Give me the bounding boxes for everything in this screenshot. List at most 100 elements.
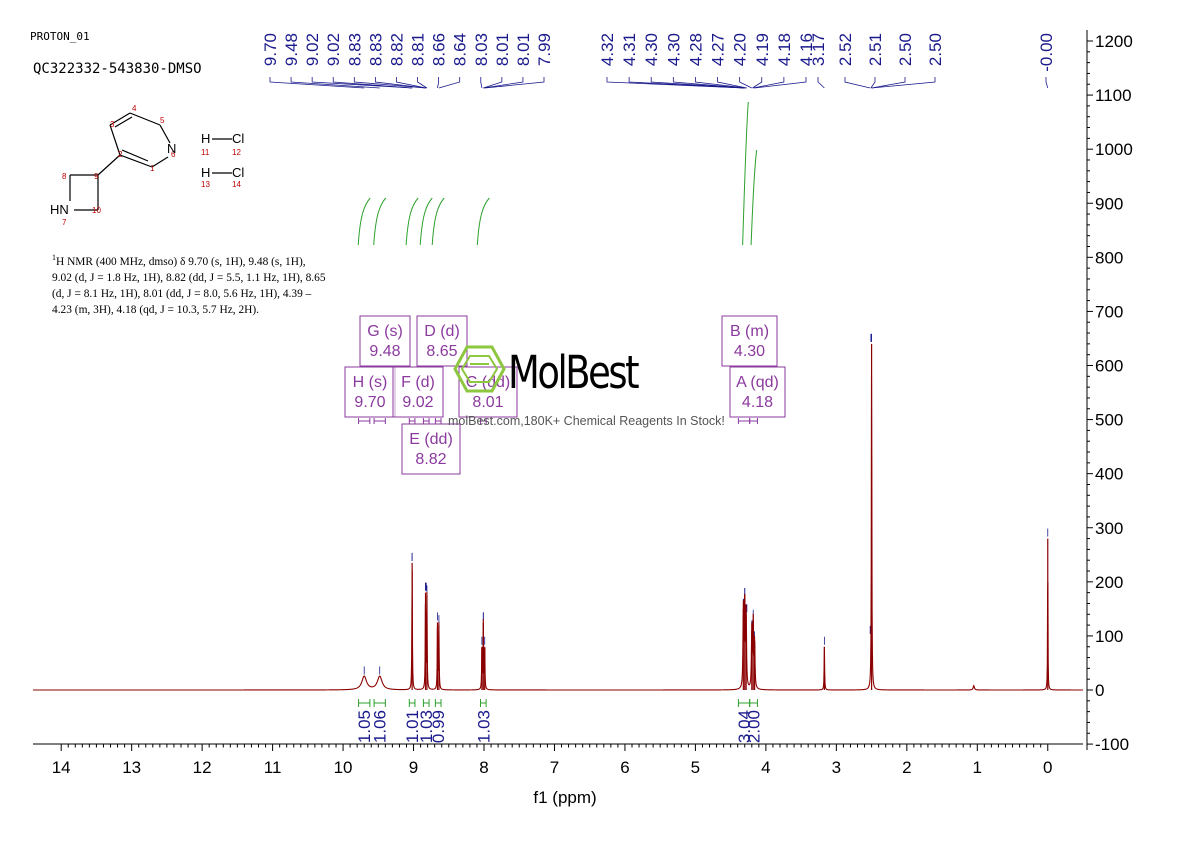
peak-label-leader (871, 77, 906, 89)
integral-curve (405, 197, 419, 246)
peak-label: 8.83 (345, 33, 364, 66)
sample-name: QC322332-543830-DMSO (33, 61, 202, 77)
x-tick-label: 9 (409, 758, 418, 777)
hydrogen-label-1: H (201, 131, 210, 146)
molbest-brand: MolBest (508, 346, 640, 399)
peak-label-leader (353, 77, 426, 89)
integral-group: 1.051.06 1.011.030.99 1.03 3.042.00 (355, 101, 764, 743)
atom-label-9: 9 (94, 172, 99, 181)
chlorine-label-2: Cl (232, 165, 244, 180)
multiplet-box (359, 315, 411, 367)
peak-label: 4.16 (797, 33, 816, 66)
x-tick-label: 2 (902, 758, 911, 777)
y-tick-label: 500 (1095, 411, 1123, 430)
peak-label: 7.99 (535, 33, 554, 66)
peak-label: 3.17 (809, 33, 828, 66)
amine-label: HN (50, 202, 69, 217)
atom-label-6: 6 (171, 150, 176, 159)
peak-label-leader (374, 77, 426, 89)
peak-label-leader (739, 77, 752, 89)
x-tick-label: 11 (264, 758, 282, 777)
peak-label-leader (483, 77, 503, 89)
x-tick-label: 4 (761, 758, 770, 777)
peak-label-leader (752, 77, 763, 89)
nmr-line-3: (d, J = 8.1 Hz, 1H), 8.01 (dd, J = 8.0, … (52, 287, 312, 300)
peak-label: 2.50 (896, 33, 915, 66)
chlorine-label-1: Cl (232, 131, 244, 146)
y-tick-label: 300 (1095, 519, 1123, 538)
atom-label-5: 5 (160, 116, 165, 125)
integral-curve (419, 197, 433, 246)
peak-label-leader (1045, 77, 1049, 89)
integral-curve (431, 197, 445, 246)
integral-value: 1.06 (371, 710, 390, 743)
peak-label-leader (396, 77, 427, 89)
nmr-line-1-text: H NMR (400 MHz, dmso) δ 9.70 (s, 1H), 9.… (56, 255, 306, 268)
multiplet-ppm: 9.48 (369, 343, 400, 360)
multiplet-ppm: 4.30 (734, 343, 765, 360)
integral-value: 3.04 (735, 710, 754, 743)
integral-value: 1.05 (355, 710, 374, 743)
x-tick-label: 7 (550, 758, 559, 777)
peak-label-leader (311, 77, 413, 89)
peak-label: 9.48 (282, 33, 301, 66)
peak-label-leader (269, 77, 365, 89)
nmr-line-1: 1H NMR (400 MHz, dmso) δ 9.70 (s, 1H), 9… (52, 250, 382, 270)
y-tick-label: 200 (1095, 573, 1123, 592)
peak-label: -0.00 (1037, 33, 1056, 72)
peak-label-leader (332, 77, 413, 89)
peak-label-leader (437, 77, 440, 89)
integral-value: 1.03 (474, 710, 493, 743)
x-tick-label: 10 (334, 758, 353, 777)
peak-label-leader (606, 77, 744, 89)
peak-label: 8.01 (514, 33, 533, 66)
y-tick-label: 100 (1095, 627, 1123, 646)
peak-label: 2.50 (926, 33, 945, 66)
peak-label-leader (483, 77, 524, 89)
peak-label-group: 9.70 9.48 9.02 9.02 8.83 8.83 8.82 8.81 8.66 8.64… (261, 33, 1056, 675)
x-tick-label: 0 (1043, 758, 1052, 777)
multiplet-id: H (s) (353, 374, 388, 391)
integral-value: 0.99 (429, 710, 448, 743)
peak-label-leader (484, 77, 545, 89)
peak-label: 8.81 (409, 33, 428, 66)
atom-label-13: 13 (201, 180, 210, 189)
y-tick-label: 0 (1095, 681, 1104, 700)
multiplet-box (729, 366, 786, 418)
integral-value: 2.00 (745, 710, 764, 743)
peak-label: 8.01 (493, 33, 512, 66)
spectrum-line (33, 376, 1083, 691)
multiplet-id: E (dd) (409, 431, 453, 448)
integral-curve (742, 101, 749, 246)
x-axis-label: f1 (ppm) (533, 788, 596, 807)
atom-label-4: 4 (132, 104, 137, 113)
x-tick-label: 5 (691, 758, 700, 777)
y-tick-label: 1100 (1095, 86, 1132, 105)
peak-label: 4.18 (775, 33, 794, 66)
multiplet-box (721, 315, 778, 367)
peak-label-leader (753, 77, 785, 89)
multiplet-id: D (d) (424, 323, 460, 340)
multiplet-id: F (d) (401, 374, 435, 391)
y-tick-label: 1200 (1095, 32, 1133, 51)
atom-label-14: 14 (232, 180, 241, 189)
molbest-tagline: molBest.com,180K+ Chemical Reagents In S… (448, 414, 725, 428)
peak-label-leader (438, 77, 461, 89)
y-tick-label: 600 (1095, 357, 1123, 376)
peak-label-leader (871, 77, 936, 89)
atom-label-7: 7 (62, 218, 67, 227)
multiplet-ppm: 9.02 (402, 394, 433, 411)
atom-label-11: 11 (201, 148, 210, 157)
peak-label: 4.20 (731, 33, 750, 66)
atom-label-3: 3 (110, 120, 115, 129)
atom-label-10: 10 (92, 206, 101, 215)
x-tick-label: 3 (832, 758, 841, 777)
multiplet-box (344, 366, 396, 418)
peak-label: 8.64 (451, 33, 470, 66)
peak-label-leader (817, 77, 825, 89)
peak-label: 8.82 (387, 33, 406, 66)
multiplet-box (416, 315, 468, 367)
x-tick-label: 6 (620, 758, 629, 777)
peak-label-leader (672, 77, 745, 89)
atom-label-8: 8 (62, 172, 67, 181)
